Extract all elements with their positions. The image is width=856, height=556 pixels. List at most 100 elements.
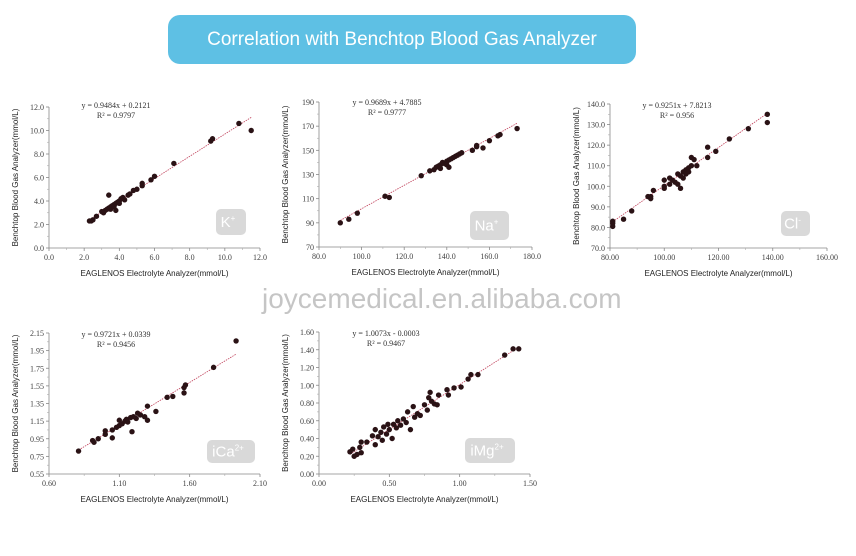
- analyte-badge-label: Na+: [475, 218, 499, 235]
- y-axis-label: Benchtop Blood Gas Analyzer(mmol/L): [281, 334, 290, 472]
- y-tick-label: 120.0: [587, 141, 605, 150]
- badge-symbol: Cl: [784, 216, 798, 233]
- data-point: [685, 169, 692, 175]
- data-point: [421, 402, 428, 408]
- regression-equation: y = 0.9251x + 7.8213: [642, 101, 711, 110]
- r-squared: R² = 0.9456: [97, 340, 135, 349]
- data-point: [459, 150, 465, 156]
- y-tick-label: 0.75: [30, 452, 44, 461]
- data-point: [106, 192, 112, 198]
- regression-equation: y = 0.9484x + 0.2121: [81, 101, 150, 110]
- data-point: [407, 426, 414, 433]
- y-tick-label: 0.60: [300, 417, 314, 426]
- y-tick-label: 2.15: [30, 329, 44, 338]
- regression-equation: y = 1.0073x - 0.0003: [352, 329, 419, 338]
- data-point: [386, 194, 392, 201]
- data-point: [516, 346, 522, 352]
- data-point: [148, 177, 154, 183]
- data-point: [382, 193, 388, 199]
- analyte-badge-label: iCa2+: [212, 444, 244, 461]
- x-tick-label: 0.0: [44, 253, 54, 262]
- data-point: [427, 168, 433, 174]
- x-axis-label: EAGLENOS Electrolyte Analyzer(mmol/L): [351, 268, 499, 277]
- data-point: [248, 127, 254, 134]
- y-tick-label: 1.75: [30, 364, 44, 373]
- y-tick-label: 150: [302, 146, 314, 155]
- data-point: [90, 217, 96, 223]
- data-point: [129, 429, 135, 435]
- x-tick-label: 8.0: [185, 253, 195, 262]
- y-axis-label: Benchtop Blood Gas Analyzer(mmol/L): [281, 105, 290, 243]
- data-point: [137, 412, 144, 418]
- data-point: [170, 393, 176, 400]
- y-axis-label: Benchtop Blood Gas Analyzer(mmol/L): [11, 108, 20, 246]
- y-tick-label: 170: [302, 122, 314, 131]
- x-axis-label: EAGLENOS Electrolyte Analyzer(mmol/L): [644, 269, 792, 278]
- data-point: [91, 439, 97, 445]
- y-tick-label: 1.40: [300, 346, 314, 355]
- data-point: [704, 154, 711, 161]
- y-tick-label: 140.0: [587, 100, 605, 109]
- data-point: [134, 186, 140, 192]
- r-squared: R² = 0.9467: [367, 339, 405, 348]
- y-tick-label: 8.0: [34, 150, 44, 159]
- data-point: [680, 175, 686, 181]
- data-point: [404, 409, 411, 415]
- data-point: [109, 435, 116, 441]
- y-tick-label: 1.15: [30, 417, 44, 426]
- data-point: [233, 338, 239, 344]
- y-tick-label: 1.95: [30, 347, 44, 356]
- data-point: [75, 448, 82, 454]
- data-point: [378, 429, 384, 435]
- data-point: [514, 125, 520, 132]
- data-point: [417, 412, 423, 419]
- r-squared: R² = 0.956: [660, 111, 694, 120]
- y-tick-label: 90.0: [591, 203, 605, 212]
- y-tick-label: 90: [306, 219, 314, 228]
- x-tick-label: 180.0: [523, 252, 541, 261]
- data-point: [372, 426, 378, 433]
- x-tick-label: 80.0: [312, 252, 326, 261]
- y-tick-label: 12.0: [30, 103, 44, 112]
- data-point: [139, 183, 145, 189]
- data-point: [144, 417, 151, 423]
- chart-k: 0.0 2.0 4.0 6.0 8.0 10.0 12.0 0.0 2.0 4.0 6.0 8.0 10…: [11, 101, 267, 278]
- data-point: [393, 425, 400, 431]
- x-tick-label: 1.00: [453, 479, 467, 488]
- data-point: [397, 422, 404, 428]
- y-tick-label: 110: [302, 195, 314, 204]
- data-point: [677, 185, 684, 192]
- y-tick-label: 130: [302, 171, 314, 180]
- data-point: [389, 435, 395, 442]
- data-point: [437, 165, 444, 172]
- trendline: [612, 112, 768, 223]
- watermark: joycemedical.en.alibaba.com: [262, 283, 622, 314]
- badge-charge: 2+: [495, 443, 504, 452]
- x-tick-label: 0.60: [42, 479, 56, 488]
- y-tick-label: 4.0: [34, 197, 44, 206]
- data-point: [434, 402, 440, 408]
- y-tick-label: 110.0: [587, 162, 605, 171]
- data-point: [497, 131, 503, 138]
- regression-equation: y = 0.9721x + 0.0339: [81, 330, 150, 339]
- x-tick-label: 12.0: [253, 253, 267, 262]
- data-point: [418, 173, 424, 179]
- analyte-badge: [216, 209, 246, 235]
- x-tick-label: 160.00: [816, 253, 838, 262]
- y-tick-label: 1.60: [300, 328, 314, 337]
- data-point: [620, 216, 627, 222]
- x-tick-label: 120.0: [395, 252, 413, 261]
- data-point: [181, 390, 187, 396]
- badge-symbol: Na: [475, 218, 495, 235]
- badge-charge: -: [798, 216, 801, 225]
- data-point: [95, 436, 101, 442]
- x-tick-label: 0.50: [382, 479, 396, 488]
- chart-img: 0.00 0.50 1.00 1.50 0.00 0.20 0.40 0.60 0.80 1.00…: [281, 328, 537, 504]
- data-point: [661, 177, 667, 183]
- x-tick-label: 2.10: [253, 479, 267, 488]
- data-point: [726, 136, 733, 142]
- x-tick-label: 1.60: [183, 479, 197, 488]
- data-point: [354, 451, 360, 458]
- y-tick-label: 2.0: [34, 221, 44, 230]
- analyte-badge-label: K+: [221, 214, 236, 231]
